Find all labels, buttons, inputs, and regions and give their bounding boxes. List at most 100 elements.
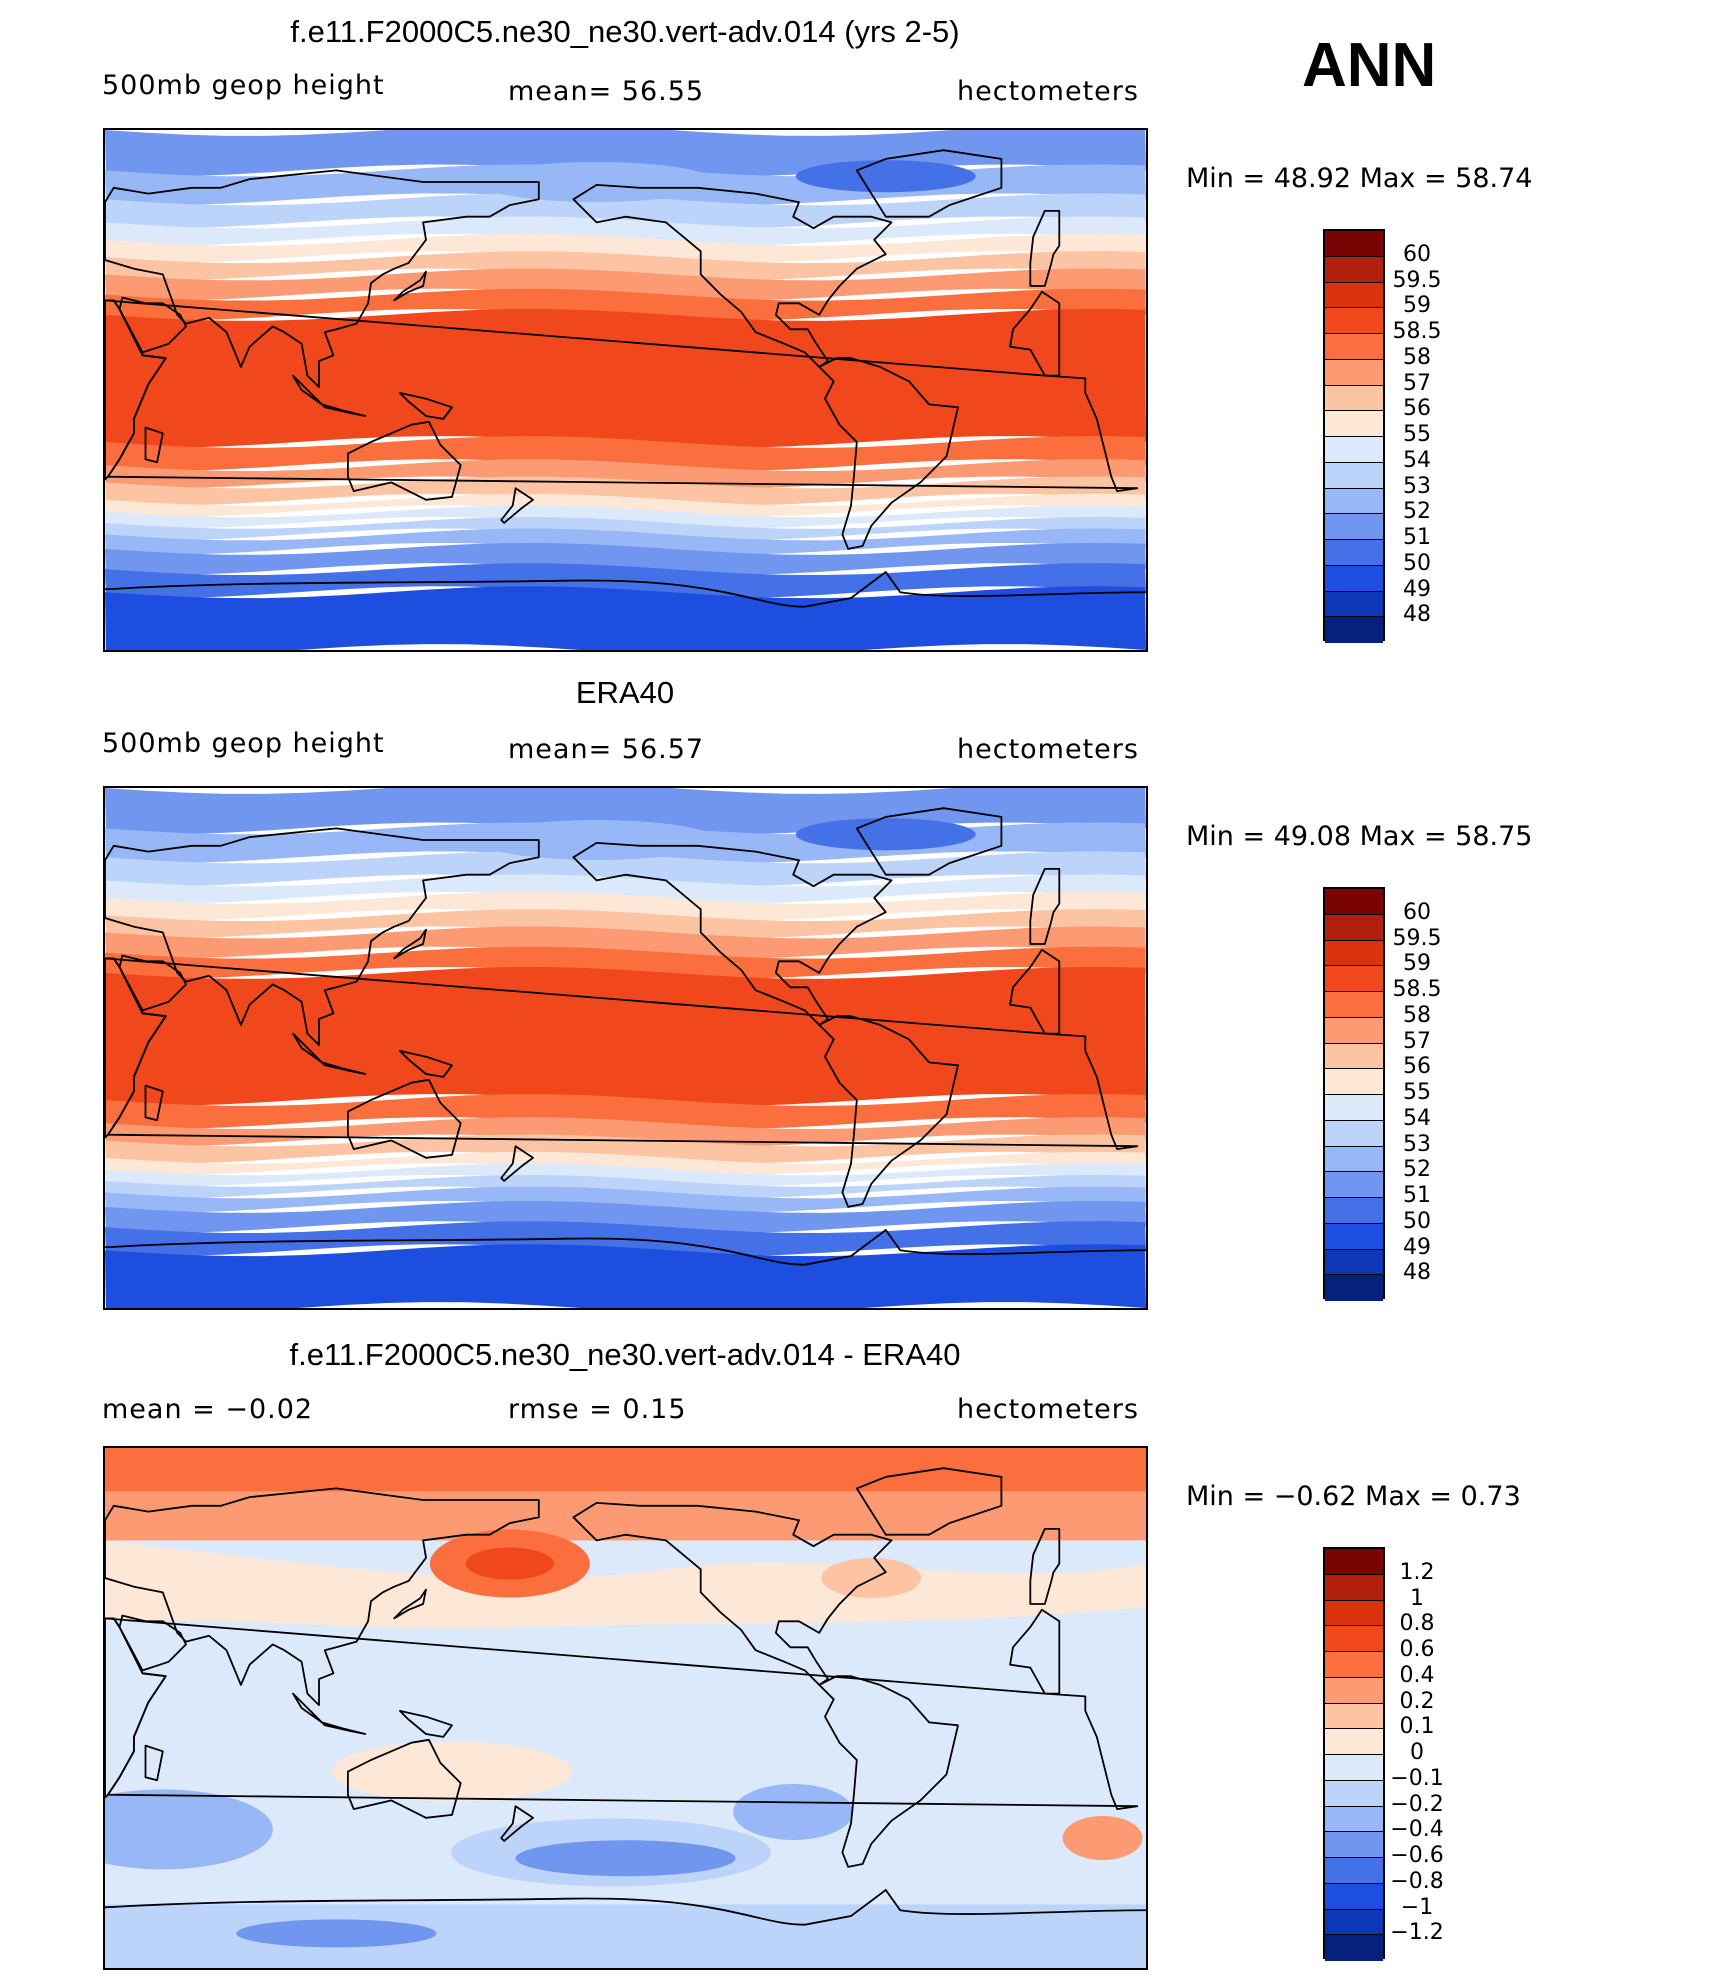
coastline-south-america (818, 1675, 959, 1868)
contour-band (105, 251, 1146, 281)
colorbar-swatch (1325, 1223, 1383, 1250)
colorbar-tick-label: −0.1 (1390, 1765, 1444, 1791)
coastline-arabia (118, 954, 187, 1012)
coastline-eurasia (105, 827, 540, 1046)
colorbar-swatch (1325, 1703, 1383, 1730)
contour-band (105, 1448, 1146, 1492)
panel-center-label: mean= 56.57 (508, 734, 705, 765)
coastline-europe-west (1029, 868, 1061, 945)
colorbar-swatch (1325, 1172, 1383, 1198)
colorbar-swatch (1325, 282, 1383, 309)
colorbar-swatch (1325, 565, 1383, 592)
contour-band (105, 1134, 1146, 1164)
colorbar-tick-label: 55 (1403, 1080, 1431, 1105)
colorbar-swatch (1325, 231, 1383, 257)
panel-left-label: 500mb geop height (102, 728, 385, 759)
map-panel-era40 (103, 786, 1148, 1310)
coastline-eurasia (105, 1487, 540, 1706)
colorbar-swatch (1325, 966, 1383, 992)
map-panel-difference (103, 1446, 1148, 1970)
coastline-africa-east (105, 299, 167, 481)
coastline-antarctica (105, 1228, 1146, 1266)
coastline-indonesia (292, 1032, 367, 1075)
colorbar-tick-label: 0.8 (1399, 1611, 1435, 1637)
colorbar-tick-label: 51 (1403, 525, 1431, 550)
contour-band (105, 1151, 1146, 1176)
contour-band (105, 586, 1146, 650)
colorbar-swatch (1325, 1600, 1383, 1627)
colorbar-swatch (1325, 1198, 1383, 1224)
colorbar-swatch (1325, 992, 1383, 1018)
coastline-eurasia (105, 169, 540, 388)
colorbar-tick-label: 59 (1403, 293, 1431, 319)
colorbar-swatch (1325, 914, 1383, 941)
panel-left-label: mean = −0.02 (102, 1394, 314, 1425)
colorbar-tick-label: −0.6 (1390, 1843, 1444, 1868)
colorbar-tick-label: 52 (1403, 1157, 1431, 1183)
contour-band (105, 1789, 273, 1870)
coastline-australia (347, 1738, 462, 1819)
colorbar-box (1323, 1547, 1385, 1961)
colorbar-tick-label: 52 (1403, 499, 1431, 525)
colorbar-swatch (1325, 1120, 1383, 1147)
contour-band (105, 516, 1146, 541)
season-label: ANN (1302, 31, 1437, 100)
colorbar-tick-label: 49 (1403, 1234, 1431, 1260)
min-max-label: Min = −0.62 Max = 0.73 (1186, 1481, 1521, 1512)
contour-band (105, 874, 1146, 904)
contour-band (105, 288, 1146, 321)
colorbar-swatch (1325, 411, 1383, 437)
contour-band (236, 1919, 437, 1948)
coastline-greenland (855, 1467, 1003, 1536)
contour-band (821, 1558, 922, 1598)
colorbar-tick-label: 60 (1403, 899, 1431, 925)
colorbar-tick-label: 60 (1403, 241, 1431, 267)
colorbar-swatch (1325, 1146, 1383, 1173)
contour-band (105, 966, 1146, 1106)
colorbar-swatch (1325, 540, 1383, 566)
colorbar-swatch (1325, 1780, 1383, 1807)
contour-band (105, 1244, 1146, 1308)
colorbar-tick-label: 0.6 (1399, 1637, 1435, 1662)
colorbar-swatch (1325, 940, 1383, 967)
coastline-north-america (572, 842, 893, 1026)
colorbar-tick-label: 0.2 (1399, 1688, 1435, 1714)
coastline-madagascar (144, 426, 164, 464)
coastline-new-guinea (399, 1050, 453, 1078)
colorbar-swatch (1325, 1549, 1383, 1575)
contour-band (332, 1741, 572, 1802)
colorbar-swatch (1325, 334, 1383, 360)
colorbar-swatch (1325, 514, 1383, 540)
colorbar-tick-label: 58.5 (1392, 977, 1442, 1002)
contour-band (105, 851, 1146, 887)
colorbar-swatch (1325, 1806, 1383, 1833)
colorbar-swatch (1325, 1858, 1383, 1884)
colorbar-tick-label: 49 (1403, 576, 1431, 602)
colorbar-swatch (1325, 1043, 1383, 1070)
contour-band (105, 308, 1146, 448)
coastline-north-america (572, 184, 893, 368)
colorbar-tick-label: 54 (1403, 447, 1431, 473)
colorbar-tick-label: 50 (1403, 550, 1431, 576)
contour-band (1062, 1816, 1143, 1860)
coastline-antarctica (105, 1888, 1146, 1926)
colorbar-tick-label: 1.2 (1399, 1559, 1435, 1585)
coastline-arabia (118, 1614, 187, 1672)
colorbar: 60 59.5 59 58.5 58 57 56 55 54 53 52 51 50 49 48 (1323, 887, 1483, 1301)
colorbar-tick-label: 58 (1403, 344, 1431, 370)
colorbar-swatch (1325, 385, 1383, 412)
panel-right-label: hectometers (957, 734, 1139, 765)
contour-band (105, 268, 1146, 301)
panel-right-label: hectometers (957, 1394, 1139, 1425)
colorbar-tick-label: 55 (1403, 422, 1431, 447)
colorbar-swatch (1325, 1249, 1383, 1276)
coastline-europe-west (1029, 210, 1061, 287)
contour-map (105, 130, 1146, 650)
contour-band (795, 160, 976, 193)
contour-band (105, 1186, 1146, 1213)
colorbar-tick-label: 56 (1403, 396, 1431, 422)
colorbar-swatch (1325, 437, 1383, 463)
contour-band (515, 1840, 736, 1877)
colorbar-swatch (1325, 1574, 1383, 1601)
colorbar-swatch (1325, 1017, 1383, 1044)
